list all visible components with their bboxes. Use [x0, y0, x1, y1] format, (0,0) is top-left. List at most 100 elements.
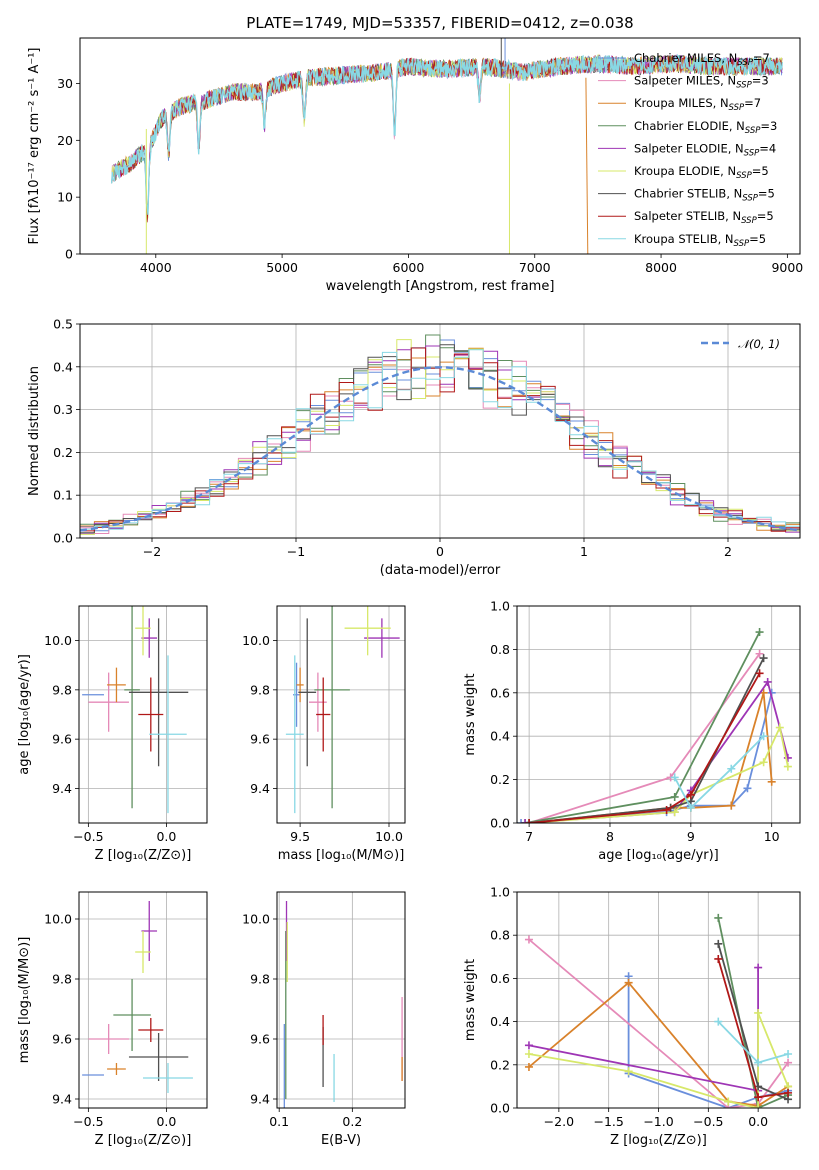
x-tick-label: 7 — [525, 829, 533, 844]
x-axis-label: Z [log₁₀(Z/Z⊙)] — [95, 1133, 192, 1148]
plus-marker — [727, 801, 736, 810]
histogram-series — [80, 349, 800, 537]
legend-entry: 𝒩(0, 1) — [738, 337, 780, 351]
legend-entry: Kroupa ELODIE, NSSP=5 — [634, 164, 769, 181]
plus-marker — [759, 732, 768, 741]
y-tick-label: 9.8 — [250, 682, 270, 697]
y-tick-label: 9.6 — [52, 1032, 72, 1047]
errorbar-point — [113, 979, 151, 1051]
axes-frame — [79, 37, 801, 255]
axes-frame — [276, 605, 406, 824]
plus-marker — [784, 1058, 793, 1067]
plot-area — [517, 628, 792, 823]
y-tick-label: 10.0 — [44, 912, 72, 927]
x-tick-label: 9000 — [771, 260, 803, 275]
mass-weight-series — [529, 657, 765, 823]
errorbar-point — [138, 1018, 164, 1042]
plus-marker — [525, 819, 534, 823]
errorbar-point — [298, 618, 317, 767]
x-axis-label: age [log₁₀(age/yr)] — [598, 848, 719, 863]
y-tick-label: 9.8 — [250, 972, 270, 987]
massweight-vs-metallicity-panel: −2.0 −1.5 −1.0 −0.5 0.0 0.0 0.2 0.4 0.6 0.8 1.0 Z [… — [463, 885, 801, 1148]
legend-entry: Salpeter STELIB, NSSP=5 — [634, 209, 774, 226]
mass-vs-metallicity-panel: −0.5 0.0 9.4 9.6 9.8 10.0 Z [log₁₀(Z/Z⊙)] mass … — [17, 891, 208, 1148]
plus-marker — [755, 669, 764, 678]
plus-marker — [686, 790, 695, 799]
age-vs-mass-panel: 9.5 10.0 9.4 9.6 9.8 10.0 mass [log₁₀(M/M⊙)] — [242, 605, 406, 863]
x-tick-label: 4000 — [140, 260, 172, 275]
y-axis-label: Flux [fλ10⁻¹⁷ erg cm⁻² s⁻¹ A⁻¹] — [27, 48, 42, 245]
errorbar-point — [138, 677, 164, 752]
plus-marker — [743, 784, 752, 793]
plus-marker — [624, 978, 633, 987]
y-tick-label: 0.1 — [53, 488, 73, 503]
y-axis-label: age [log₁₀(age/yr)] — [17, 654, 32, 775]
errorbar-point — [124, 606, 140, 809]
axes-frame — [516, 605, 801, 824]
x-tick-label: 9 — [687, 829, 695, 844]
errorbar-point — [143, 1063, 193, 1093]
x-axis-label: (data-model)/error — [380, 563, 501, 578]
y-tick-label: 9.4 — [52, 1092, 72, 1107]
axes-frame — [78, 891, 208, 1109]
residuals-panel: −2 −1 0 1 2 0.0 0.1 0.2 0.3 0.4 0.5 (data-model)/er… — [27, 317, 801, 578]
errorbar-point — [285, 655, 304, 814]
x-tick-label: −0.5 — [693, 1114, 723, 1129]
x-tick-label: 5000 — [266, 260, 298, 275]
errorbar-point — [141, 901, 158, 961]
legend: Chabrier MILES, NSSP=7 Salpeter MILES, NS… — [598, 51, 777, 249]
x-tick-label: −0.5 — [73, 829, 103, 844]
plus-marker — [521, 819, 530, 823]
errorbar-point — [149, 655, 187, 814]
x-axis-label: E(B-V) — [321, 1133, 361, 1148]
y-tick-label: 10.0 — [242, 633, 270, 648]
y-axis-label: mass weight — [463, 673, 478, 755]
plus-marker — [714, 1017, 723, 1026]
errorbar-point — [135, 606, 151, 656]
plot-area — [283, 901, 403, 1108]
errorbar-point — [141, 618, 158, 658]
plot-area — [110, 38, 783, 254]
plot-area — [82, 901, 193, 1093]
x-tick-label: 0.0 — [156, 1114, 176, 1129]
normal-reference-curve — [80, 366, 800, 532]
y-tick-label: 1.0 — [490, 885, 510, 900]
plus-marker — [759, 654, 768, 663]
y-tick-label: 0.6 — [490, 685, 510, 700]
x-tick-label: 0.2 — [342, 1114, 362, 1129]
y-tick-label: 0.4 — [490, 729, 510, 744]
y-tick-label: 0.2 — [490, 1057, 510, 1072]
errorbar-point — [135, 931, 151, 973]
y-tick-label: 1.0 — [490, 599, 510, 614]
x-axis-label: wavelength [Angstrom, rest frame] — [326, 279, 555, 294]
legend-entry: Kroupa MILES, NSSP=7 — [634, 96, 761, 113]
x-tick-label: −2.0 — [544, 1114, 574, 1129]
errorbar-point — [107, 1063, 126, 1075]
errorbar-point — [128, 1033, 189, 1081]
y-tick-label: 0 — [65, 247, 73, 262]
x-tick-label: −1 — [287, 544, 305, 559]
x-tick-label: 8000 — [645, 260, 677, 275]
plus-marker — [670, 808, 679, 817]
errorbar-point — [88, 672, 129, 732]
plot-area — [82, 606, 189, 814]
grid-lines — [277, 892, 405, 1108]
y-tick-label: 0.4 — [53, 359, 73, 374]
x-tick-label: −2 — [143, 544, 161, 559]
y-axis-label: mass weight — [463, 959, 478, 1041]
plus-marker — [524, 1041, 533, 1050]
y-tick-label: 10.0 — [44, 633, 72, 648]
errorbar-point — [314, 606, 350, 809]
legend-entry: Kroupa STELIB, NSSP=5 — [634, 232, 766, 249]
errorbar-point — [107, 667, 126, 703]
plus-marker — [714, 939, 723, 948]
y-tick-label: 0.5 — [53, 317, 73, 332]
y-tick-label: 0.4 — [490, 1014, 510, 1029]
plus-marker — [763, 677, 772, 686]
y-tick-label: 9.6 — [52, 732, 72, 747]
y-tick-label: 0.8 — [490, 928, 510, 943]
plus-marker — [755, 649, 764, 658]
mass-weight-series — [528, 1012, 789, 1108]
x-tick-label: −1.5 — [593, 1114, 623, 1129]
plus-marker — [754, 1104, 763, 1108]
